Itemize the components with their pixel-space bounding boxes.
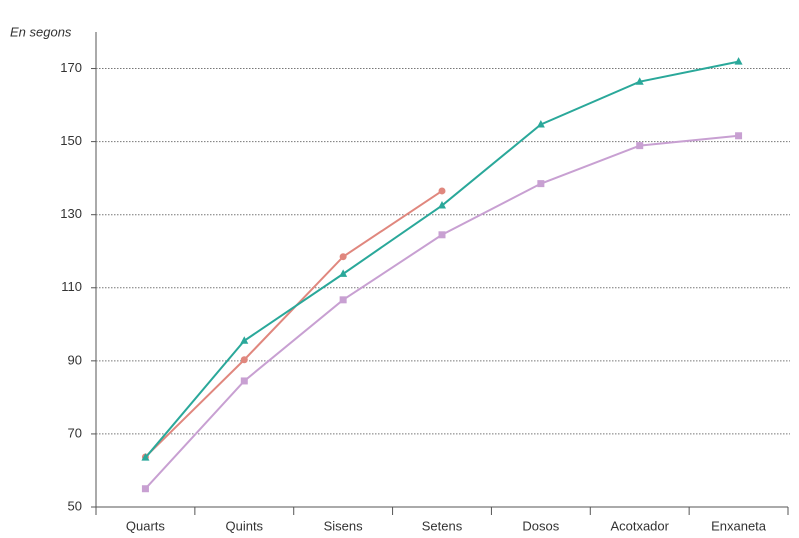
- point: [438, 187, 446, 195]
- point: [734, 57, 743, 65]
- point: [141, 485, 149, 493]
- point: [339, 269, 348, 277]
- point: [537, 180, 545, 188]
- point: [636, 142, 644, 150]
- axis-label: En segons: [10, 24, 72, 39]
- point: [339, 253, 347, 261]
- y-tick-label: 130: [60, 206, 82, 221]
- point: [438, 201, 446, 209]
- x-tick-label: Sisens: [324, 518, 364, 533]
- y-tick-label: 90: [68, 352, 82, 367]
- y-tick-label: 70: [68, 425, 82, 440]
- x-tick-label: Dosos: [522, 518, 559, 533]
- point: [735, 132, 743, 140]
- series-line: [144, 60, 739, 459]
- point: [240, 336, 249, 344]
- point: [141, 453, 150, 461]
- x-tick-label: Enxaneta: [711, 518, 767, 533]
- y-tick-label: 50: [68, 498, 82, 513]
- y-tick-label: 170: [60, 60, 82, 75]
- point: [438, 231, 446, 239]
- y-tick-label: 150: [60, 133, 82, 148]
- point: [635, 77, 644, 85]
- x-tick-label: Quints: [225, 518, 263, 533]
- x-tick-label: Acotxador: [610, 518, 669, 533]
- x-tick-label: Setens: [422, 518, 463, 533]
- point: [536, 119, 545, 128]
- x-tick-label: Quarts: [126, 518, 166, 533]
- y-tick-label: 110: [61, 279, 82, 294]
- point: [339, 296, 347, 304]
- series-line: [144, 190, 443, 458]
- point: [240, 356, 248, 364]
- point: [240, 377, 248, 385]
